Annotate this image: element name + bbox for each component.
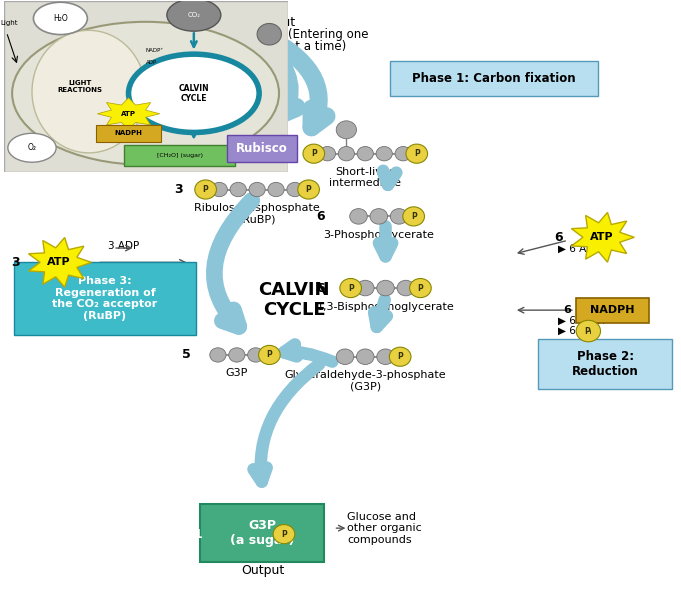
Text: ▶ 6 ADP: ▶ 6 ADP xyxy=(558,244,601,254)
Text: Glyceraldehyde-3-phosphate: Glyceraldehyde-3-phosphate xyxy=(285,370,446,380)
Text: (RuBP): (RuBP) xyxy=(238,215,276,224)
Circle shape xyxy=(249,182,265,197)
Circle shape xyxy=(395,146,411,161)
Circle shape xyxy=(377,280,394,296)
FancyBboxPatch shape xyxy=(390,61,598,97)
Text: 3 ADP: 3 ADP xyxy=(108,241,140,251)
Circle shape xyxy=(298,180,319,199)
Text: P: P xyxy=(281,530,287,539)
FancyBboxPatch shape xyxy=(575,298,648,323)
Circle shape xyxy=(356,280,374,296)
Circle shape xyxy=(319,146,336,161)
Circle shape xyxy=(248,348,264,362)
Circle shape xyxy=(390,347,411,366)
Circle shape xyxy=(338,146,354,161)
Circle shape xyxy=(576,320,601,342)
Text: ATP: ATP xyxy=(590,232,614,242)
Text: Phase 3:
Regeneration of
the CO₂ acceptor
(RuBP): Phase 3: Regeneration of the CO₂ accepto… xyxy=(52,276,157,321)
FancyBboxPatch shape xyxy=(200,503,324,562)
Text: P: P xyxy=(203,185,208,194)
Circle shape xyxy=(195,180,217,199)
FancyBboxPatch shape xyxy=(14,262,195,335)
Circle shape xyxy=(259,346,280,365)
Text: P: P xyxy=(311,149,317,158)
Circle shape xyxy=(377,349,394,365)
Circle shape xyxy=(340,278,362,298)
Text: Rubisco: Rubisco xyxy=(236,142,288,155)
Text: CALVIN
CYCLE: CALVIN CYCLE xyxy=(259,281,330,319)
Text: (Entering one: (Entering one xyxy=(287,28,368,41)
Text: CO₂: CO₂ xyxy=(246,58,269,71)
Circle shape xyxy=(287,182,303,197)
Text: P: P xyxy=(306,185,311,194)
Polygon shape xyxy=(29,238,91,287)
Text: Pᵢ: Pᵢ xyxy=(585,326,592,335)
Circle shape xyxy=(356,349,374,365)
Text: Phase 2:
Reduction: Phase 2: Reduction xyxy=(572,350,639,378)
Text: NADPH: NADPH xyxy=(590,305,634,315)
Text: Glucose and
other organic
compounds: Glucose and other organic compounds xyxy=(347,512,422,545)
Circle shape xyxy=(257,23,281,45)
Circle shape xyxy=(229,348,245,362)
Text: (G3P): (G3P) xyxy=(350,382,381,392)
Circle shape xyxy=(357,146,373,161)
FancyBboxPatch shape xyxy=(538,340,672,389)
Circle shape xyxy=(397,280,415,296)
Text: ▶ 6: ▶ 6 xyxy=(558,326,579,336)
Text: Phase 1: Carbon fixation: Phase 1: Carbon fixation xyxy=(412,72,575,85)
Circle shape xyxy=(229,527,244,541)
Text: Input: Input xyxy=(264,16,296,29)
Text: 6: 6 xyxy=(554,231,563,244)
Circle shape xyxy=(406,144,428,163)
Text: ATP: ATP xyxy=(47,257,71,268)
Text: P: P xyxy=(414,149,419,158)
Text: 1,3-Bisphosphoglycerate: 1,3-Bisphosphoglycerate xyxy=(317,302,454,312)
Text: at a time): at a time) xyxy=(287,40,346,53)
Circle shape xyxy=(370,209,387,224)
Circle shape xyxy=(268,182,284,197)
Text: Ribulose bisphosphate: Ribulose bisphosphate xyxy=(194,203,320,212)
Text: 5: 5 xyxy=(182,349,191,361)
Text: G3P
(a sugar): G3P (a sugar) xyxy=(230,519,294,547)
Circle shape xyxy=(350,209,367,224)
Circle shape xyxy=(210,348,226,362)
Circle shape xyxy=(336,121,356,139)
Text: P: P xyxy=(348,284,353,293)
Text: 6: 6 xyxy=(316,210,325,223)
Circle shape xyxy=(376,146,392,161)
Text: 3: 3 xyxy=(283,147,291,160)
Text: G3P: G3P xyxy=(225,368,248,378)
Circle shape xyxy=(336,349,353,365)
Text: 6: 6 xyxy=(302,350,311,363)
Polygon shape xyxy=(571,212,634,262)
Text: ▶ 6 NADP⁺: ▶ 6 NADP⁺ xyxy=(558,316,614,326)
Text: P: P xyxy=(397,352,403,361)
Text: P: P xyxy=(411,212,417,221)
Circle shape xyxy=(403,207,424,226)
Circle shape xyxy=(390,209,408,224)
Text: 3: 3 xyxy=(11,256,20,269)
Text: 3: 3 xyxy=(174,183,183,196)
Text: P: P xyxy=(266,350,272,359)
Text: 1: 1 xyxy=(193,527,202,541)
Circle shape xyxy=(273,524,295,544)
Text: P: P xyxy=(417,284,424,293)
Circle shape xyxy=(303,144,325,163)
Circle shape xyxy=(264,527,279,541)
Text: 3: 3 xyxy=(255,28,264,41)
Text: Short-lived: Short-lived xyxy=(335,167,396,177)
Circle shape xyxy=(230,182,247,197)
Text: intermediate: intermediate xyxy=(330,178,401,188)
Text: 6: 6 xyxy=(316,281,325,295)
FancyBboxPatch shape xyxy=(227,134,297,162)
Circle shape xyxy=(247,527,262,541)
Circle shape xyxy=(409,278,431,298)
Text: 6: 6 xyxy=(564,305,571,315)
Text: 3-Phosphoglycerate: 3-Phosphoglycerate xyxy=(323,230,434,240)
Text: Output: Output xyxy=(241,564,284,577)
Circle shape xyxy=(211,182,227,197)
